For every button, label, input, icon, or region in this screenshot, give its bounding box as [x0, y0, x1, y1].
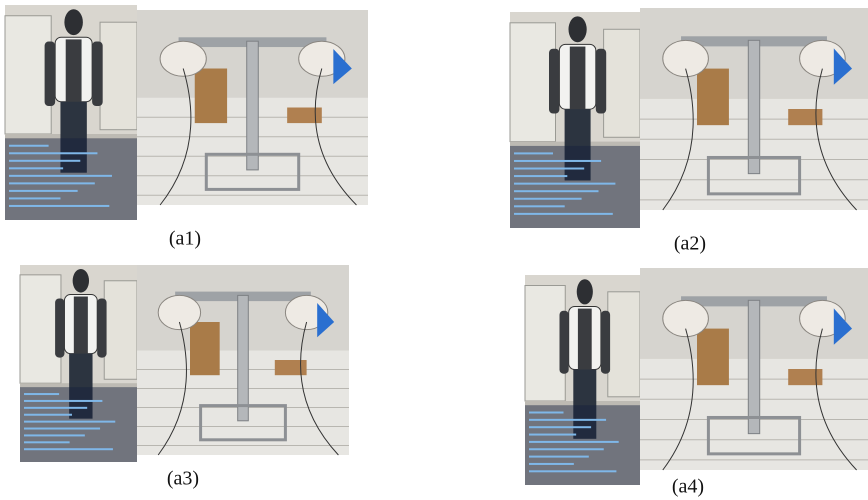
arm — [97, 298, 106, 357]
console-text — [9, 175, 112, 177]
console-text — [529, 434, 576, 436]
head — [64, 9, 82, 35]
console-text — [24, 434, 85, 436]
stand-pole — [247, 41, 259, 170]
console-text — [9, 197, 60, 199]
page: (a1)(a2)(a3)(a4) (() => { const data = J… — [0, 0, 868, 500]
arm — [55, 298, 64, 357]
arm — [92, 42, 103, 107]
cabinet — [525, 286, 565, 402]
arm — [601, 311, 610, 374]
drawer — [190, 322, 220, 375]
console-text — [24, 393, 59, 395]
hand — [663, 40, 709, 76]
box — [788, 369, 822, 385]
arm — [596, 49, 606, 114]
console-text — [9, 205, 109, 207]
stand-pole — [238, 295, 249, 420]
console-text — [529, 470, 616, 472]
arm — [560, 311, 569, 374]
head — [73, 269, 89, 293]
arm — [549, 49, 559, 114]
console-text — [24, 428, 100, 430]
cabinet — [608, 292, 640, 397]
torso-inner — [578, 309, 592, 372]
head — [577, 279, 593, 304]
console-text — [514, 190, 599, 192]
panel: (a4) — [525, 268, 868, 498]
torso-inner — [66, 39, 82, 104]
drawer — [697, 69, 729, 126]
panel-label: (a1) — [169, 228, 201, 250]
drawer — [195, 69, 227, 124]
arm — [45, 42, 56, 107]
console-text — [9, 152, 97, 154]
box — [287, 108, 322, 124]
panel: (a2) — [510, 8, 868, 255]
figure: (a1) (a2) (a3) (a4) — [0, 0, 868, 500]
hand — [160, 41, 206, 76]
stand-pole — [748, 300, 759, 433]
console-text — [9, 190, 78, 192]
stand-pole — [748, 40, 759, 173]
console-text — [529, 456, 589, 458]
console-text — [24, 407, 87, 409]
console-text — [9, 160, 80, 162]
head — [569, 16, 587, 42]
torso-inner — [74, 297, 88, 356]
console-text — [24, 448, 113, 450]
console-text — [529, 448, 604, 450]
panel: (a3) — [20, 265, 349, 490]
console-text — [514, 175, 567, 177]
cabinet — [104, 281, 137, 380]
console-text — [514, 152, 553, 154]
console-text — [529, 463, 574, 465]
console-text — [24, 414, 72, 416]
box — [275, 360, 307, 375]
overlay — [510, 146, 640, 228]
overlay — [20, 387, 137, 462]
console-text — [9, 167, 63, 169]
console-text — [514, 205, 565, 207]
panel-label: (a3) — [167, 468, 199, 490]
box — [788, 109, 822, 125]
console-text — [24, 421, 115, 423]
console-text — [24, 441, 70, 443]
console-text — [514, 183, 615, 185]
panel: (a1) — [5, 5, 368, 250]
console-text — [9, 182, 95, 184]
overlay — [5, 138, 137, 220]
overlay — [525, 405, 640, 485]
cabinet — [510, 23, 556, 142]
drawer — [697, 329, 729, 386]
cabinet — [604, 29, 640, 137]
console-text — [514, 198, 582, 200]
cabinet — [5, 16, 51, 134]
cabinet — [100, 22, 137, 130]
console-text — [529, 426, 591, 428]
console-text — [514, 213, 613, 215]
console-text — [514, 168, 584, 170]
panel-label: (a2) — [674, 233, 706, 255]
hand — [663, 300, 709, 336]
console-text — [529, 419, 606, 421]
panel-label: (a4) — [672, 476, 704, 498]
cabinet — [20, 275, 61, 383]
console-text — [24, 400, 102, 402]
console-text — [514, 160, 601, 162]
console-text — [529, 441, 619, 443]
console-text — [9, 145, 49, 147]
torso-inner — [570, 47, 586, 112]
hand — [158, 295, 200, 329]
console-text — [529, 412, 564, 414]
